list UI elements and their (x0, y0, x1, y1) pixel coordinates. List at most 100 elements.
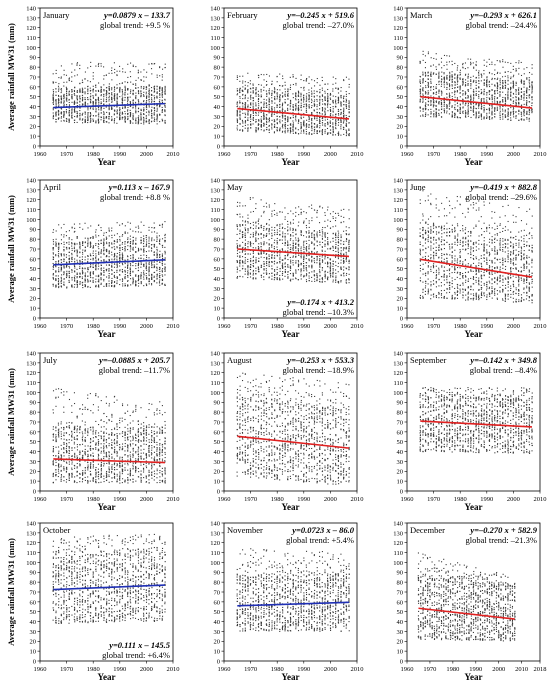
scatter-point (108, 244, 110, 247)
scatter-point (419, 91, 421, 93)
scatter-point (282, 123, 284, 125)
scatter-point (142, 116, 145, 118)
scatter-point (87, 119, 89, 121)
scatter-point (260, 118, 262, 120)
scatter-point (472, 81, 475, 83)
scatter-point (343, 100, 345, 102)
scatter-point (247, 89, 249, 91)
scatter-point (250, 124, 252, 126)
scatter-point (531, 102, 533, 104)
scatter-point (156, 104, 158, 106)
scatter-point (52, 116, 54, 118)
scatter-point (79, 283, 81, 285)
scatter-point (340, 97, 342, 99)
scatter-point (427, 104, 430, 106)
scatter-point (265, 118, 267, 120)
scatter-point (467, 112, 469, 114)
scatter-point (68, 261, 70, 263)
y-tick-label: 90 (30, 55, 37, 62)
scatter-point (329, 122, 331, 124)
scatter-point (332, 118, 334, 120)
scatter-point (132, 83, 134, 85)
scatter-point (456, 76, 458, 78)
scatter-point (116, 101, 118, 103)
scatter-point (281, 109, 283, 111)
scatter-point (124, 117, 126, 119)
scatter-point (132, 90, 134, 92)
scatter-point (244, 107, 246, 109)
scatter-point (319, 89, 321, 91)
scatter-point (148, 96, 150, 98)
scatter-point (95, 234, 97, 236)
scatter-point (116, 264, 118, 266)
scatter-point (138, 93, 140, 95)
scatter-point (250, 94, 252, 96)
x-tick-label: 1960 (218, 151, 231, 158)
scatter-point (156, 76, 158, 78)
scatter-point (316, 124, 318, 126)
scatter-point (300, 86, 302, 89)
scatter-point (507, 119, 509, 121)
scatter-point (338, 100, 340, 102)
scatter-point (494, 113, 496, 115)
scatter-point (114, 98, 116, 100)
scatter-point (236, 121, 239, 124)
scatter-point (52, 252, 54, 254)
scatter-point (103, 270, 105, 272)
scatter-point (55, 254, 57, 256)
scatter-point (103, 119, 105, 122)
scatter-point (441, 94, 443, 96)
scatter-point (81, 94, 84, 96)
y-tick-label: 10 (214, 134, 221, 141)
scatter-point (121, 97, 123, 100)
scatter-point (116, 280, 118, 282)
scatter-point (137, 72, 139, 74)
scatter-point (337, 96, 340, 98)
scatter-point (79, 115, 81, 117)
scatter-point (446, 55, 448, 57)
scatter-point (126, 255, 129, 257)
scatter-point (507, 97, 509, 99)
scatter-point (268, 90, 270, 92)
scatter-point (324, 103, 326, 105)
scatter-point (456, 81, 459, 83)
scatter-point (491, 101, 493, 103)
scatter-point (81, 119, 83, 121)
scatter-point (334, 105, 337, 107)
scatter-point (71, 279, 73, 281)
scatter-point (148, 106, 150, 108)
scatter-point (308, 96, 310, 98)
scatter-point (489, 118, 491, 120)
scatter-point (305, 109, 307, 111)
scatter-point (108, 112, 110, 114)
scatter-point (518, 103, 520, 105)
scatter-point (81, 273, 84, 275)
scatter-point (76, 63, 78, 65)
scatter-point (284, 124, 286, 126)
scatter-point (433, 88, 435, 90)
scatter-point (111, 69, 113, 72)
scatter-point (287, 131, 289, 133)
scatter-point (66, 273, 68, 275)
scatter-point (491, 61, 493, 63)
scatter-point (84, 268, 86, 270)
scatter-point (252, 83, 254, 85)
scatter-point (76, 281, 78, 283)
scatter-point (343, 116, 345, 118)
scatter-point (76, 249, 78, 251)
scatter-point (513, 107, 515, 109)
scatter-point (300, 124, 302, 126)
scatter-point (337, 113, 340, 115)
scatter-point (507, 96, 509, 98)
scatter-point (483, 97, 485, 100)
scatter-point (74, 69, 76, 71)
scatter-point (528, 117, 530, 119)
scatter-point (150, 90, 153, 92)
scatter-point (159, 90, 161, 92)
scatter-point (284, 132, 286, 134)
scatter-point (114, 258, 116, 260)
scatter-point (491, 77, 493, 79)
scatter-point (292, 109, 294, 111)
scatter-point (512, 106, 514, 108)
scatter-point (346, 120, 348, 122)
